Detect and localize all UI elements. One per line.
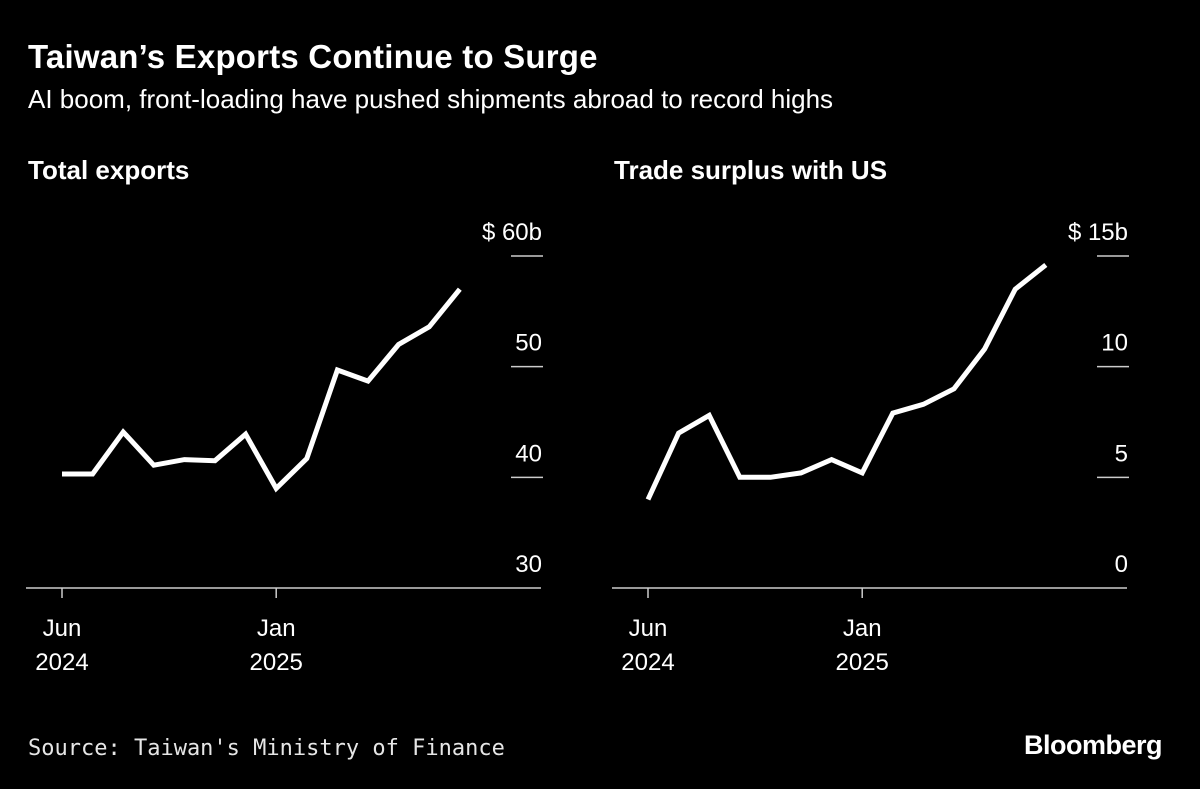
y-tick-label: $ 15b — [1068, 219, 1128, 246]
panel-title-trade-surplus: Trade surplus with US — [614, 155, 888, 185]
x-tick-label: 2025 — [836, 649, 889, 676]
y-tick-label: 50 — [515, 330, 542, 357]
y-tick-label: 5 — [1115, 440, 1128, 467]
x-tick-label: 2025 — [250, 649, 303, 676]
y-tick-label: 40 — [515, 440, 542, 467]
bloomberg-logo: Bloomberg — [1023, 730, 1163, 760]
x-tick-label: Jan — [257, 615, 296, 642]
panel-title-total-exports: Total exports — [28, 155, 190, 185]
chart-title: Taiwan’s Exports Continue to Surge — [28, 38, 598, 75]
series-line — [62, 287, 462, 493]
source-note: Source: Taiwan's Ministry of Finance — [28, 736, 505, 761]
x-tick-label: Jun — [43, 615, 82, 642]
chart-subtitle: AI boom, front-loading have pushed shipm… — [28, 84, 834, 114]
x-tick-label: 2024 — [35, 649, 88, 676]
series-line — [645, 262, 1048, 501]
y-tick-label: 30 — [515, 551, 542, 578]
y-tick-label: 0 — [1115, 551, 1128, 578]
y-tick-label: $ 60b — [482, 219, 542, 246]
x-tick-label: Jun — [629, 615, 668, 642]
x-tick-label: Jan — [843, 615, 882, 642]
x-tick-label: 2024 — [621, 649, 674, 676]
y-tick-label: 10 — [1101, 330, 1128, 357]
